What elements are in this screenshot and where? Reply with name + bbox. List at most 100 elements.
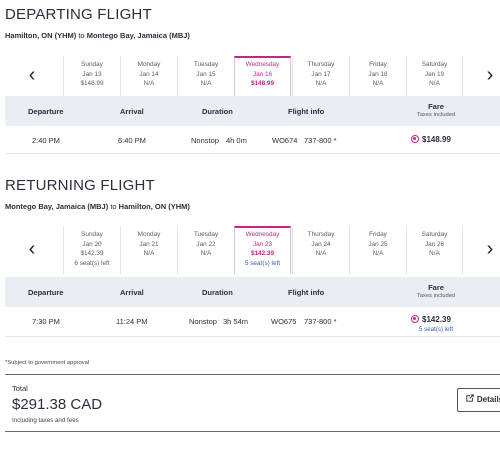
col-duration: Duration: [202, 288, 233, 297]
day-price: N/A: [429, 250, 440, 257]
returning-day-2[interactable]: Tuesday Jan 22 N/A: [177, 226, 234, 274]
returning-day-4[interactable]: Thursday Jan 24 N/A: [292, 226, 349, 274]
col-fare: Fare Taxes included: [406, 283, 466, 299]
fare-radio[interactable]: [411, 135, 419, 143]
day-date: Jan 20: [82, 240, 102, 248]
day-date: Jan 23: [252, 240, 273, 248]
departing-title: DEPARTING FLIGHT: [5, 6, 152, 23]
day-date: Jan 18: [368, 70, 388, 78]
col-fare-label: Fare: [428, 102, 444, 111]
col-departure: Departure: [28, 288, 64, 297]
returning-table-header: Departure Arrival Duration Flight info F…: [5, 277, 500, 307]
departure-time: 7:30 PM: [32, 317, 60, 326]
day-date: Jan 19: [424, 70, 445, 78]
returning-day-5[interactable]: Friday Jan 25 N/A: [349, 226, 406, 274]
arrival-time: 6:40 PM: [118, 136, 146, 145]
footnote: *Subject to government approval: [5, 360, 90, 366]
departing-destination: Montego Bay, Jamaica (MBJ): [86, 31, 190, 40]
day-date: Jan 17: [311, 70, 331, 78]
departure-time: 2:40 PM: [32, 136, 60, 145]
departing-table-header: Departure Arrival Duration Flight info F…: [5, 96, 500, 126]
day-name: Friday: [369, 61, 387, 68]
day-name: Tuesday: [193, 61, 219, 68]
stops: Nonstop: [189, 317, 217, 326]
day-date: Jan 14: [139, 70, 159, 78]
day-name: Saturday: [421, 231, 448, 238]
day-date: Jan 21: [139, 240, 159, 248]
day-date: Jan 25: [368, 240, 388, 248]
day-date: Jan 26: [424, 240, 445, 248]
chevron-left-icon[interactable]: ‹: [28, 238, 36, 260]
day-seats: 5 seat(s) left: [244, 259, 281, 267]
chevron-left-icon[interactable]: ‹: [28, 64, 36, 86]
returning-connector: to: [110, 202, 117, 211]
seats-left: 5 seat(s) left: [419, 326, 454, 333]
arrival-time: 11:24 PM: [116, 317, 148, 326]
details-label: Details: [476, 395, 500, 404]
day-price: N/A: [429, 80, 440, 87]
day-price: N/A: [315, 80, 327, 87]
details-button[interactable]: Details: [457, 388, 500, 412]
flight-number: WO675: [271, 317, 297, 326]
duration: 3h 54m: [223, 317, 249, 326]
external-link-icon: [466, 389, 474, 411]
total-sub: Including taxes and fees: [12, 417, 79, 424]
day-date: Jan 22: [196, 240, 216, 248]
departing-day-0[interactable]: Sunday Jan 13 $148.99: [63, 56, 120, 96]
departing-day-4[interactable]: Thursday Jan 17 N/A: [292, 56, 349, 96]
departing-day-1[interactable]: Monday Jan 14 N/A: [120, 56, 177, 96]
flight-number: WO674: [272, 136, 298, 145]
departing-day-3-selected[interactable]: Wednesday Jan 16 $148.99: [234, 56, 291, 96]
day-date: Jan 13: [82, 70, 102, 78]
col-duration: Duration: [202, 107, 233, 116]
day-name: Sunday: [81, 231, 103, 238]
departing-day-2[interactable]: Tuesday Jan 15 N/A: [177, 56, 234, 96]
duration: 4h 0m: [226, 136, 247, 145]
departing-route: Hamilton, ON (YHM) to Montego Bay, Jamai…: [5, 31, 190, 40]
chevron-right-icon[interactable]: ›: [486, 238, 494, 260]
fare-radio[interactable]: [411, 315, 419, 323]
day-date: Jan 16: [252, 70, 273, 78]
day-date: Jan 15: [196, 70, 216, 78]
fare-price: $142.39: [422, 315, 451, 324]
returning-day-1[interactable]: Monday Jan 21 N/A: [120, 226, 177, 274]
returning-day-0[interactable]: Sunday Jan 20 $142.39 6 seat(s) left: [63, 226, 120, 274]
day-price: $142.39: [80, 250, 104, 257]
col-flight-info: Flight info: [288, 107, 325, 116]
day-name: Wednesday: [245, 61, 280, 68]
day-name: Monday: [137, 61, 161, 68]
departing-origin: Hamilton, ON (YHM): [5, 31, 77, 40]
returning-day-3-selected[interactable]: Wednesday Jan 23 $142.39 5 seat(s) left: [234, 226, 291, 274]
returning-day-6[interactable]: Saturday Jan 26 N/A: [406, 226, 463, 274]
departing-flight-row[interactable]: 2:40 PM 6:40 PM Nonstop 4h 0m WO674 737-…: [5, 126, 500, 154]
day-price: N/A: [315, 250, 327, 257]
departing-date-strip: ‹ Sunday Jan 13 $148.99 Monday Jan 14 N/…: [0, 56, 500, 96]
total-amount: $291.38 CAD: [12, 396, 103, 413]
day-price: N/A: [200, 80, 212, 87]
day-name: Thursday: [307, 231, 335, 238]
departing-day-5[interactable]: Friday Jan 18 N/A: [349, 56, 406, 96]
fare-price: $148.99: [422, 135, 451, 144]
col-flight-info: Flight info: [288, 288, 325, 297]
total-label: Total: [12, 384, 28, 393]
departing-day-6[interactable]: Saturday Jan 19 N/A: [406, 56, 463, 96]
total-panel: Total $291.38 CAD Including taxes and fe…: [5, 374, 500, 432]
day-name: Saturday: [421, 61, 448, 68]
day-price: $148.99: [80, 80, 104, 87]
day-name: Thursday: [307, 61, 335, 68]
day-name: Sunday: [81, 61, 103, 68]
returning-date-strip: ‹ Sunday Jan 20 $142.39 6 seat(s) left M…: [0, 226, 500, 274]
day-seats: 6 seat(s) left: [74, 259, 110, 267]
chevron-right-icon[interactable]: ›: [486, 64, 494, 86]
returning-flight-row[interactable]: 7:30 PM 11:24 PM Nonstop 3h 54m WO675 73…: [5, 307, 500, 337]
returning-destination: Hamilton, ON (YHM): [118, 202, 190, 211]
returning-origin: Montego Bay, Jamaica (MBJ): [5, 202, 109, 211]
day-name: Tuesday: [193, 231, 219, 238]
col-arrival: Arrival: [120, 288, 144, 297]
col-fare-sub: Taxes included: [416, 112, 456, 118]
day-price: N/A: [143, 80, 155, 87]
col-departure: Departure: [28, 107, 64, 116]
day-price: N/A: [143, 250, 155, 257]
col-fare-label: Fare: [428, 283, 444, 292]
departing-connector: to: [78, 31, 85, 40]
